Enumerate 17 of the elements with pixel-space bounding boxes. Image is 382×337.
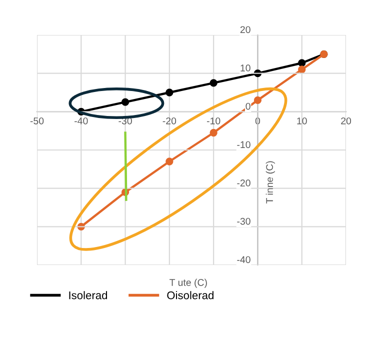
x-tick-label: -10 xyxy=(206,117,220,124)
y-tick-label: 10 xyxy=(240,64,250,72)
y-tick-label: -10 xyxy=(237,141,250,148)
legend-label: Oisolerad xyxy=(167,291,214,300)
x-tick-label: 10 xyxy=(297,117,307,124)
x-tick-label: -20 xyxy=(162,117,176,124)
x-axis-title: T ute (C) xyxy=(170,278,207,288)
y-tick-label: 0 xyxy=(246,102,250,110)
y-tick-label: -20 xyxy=(237,180,250,186)
y-tick-label: -30 xyxy=(237,218,250,225)
x-tick-label: -50 xyxy=(30,117,44,124)
x-tick-label: -40 xyxy=(74,117,88,124)
y-tick-label: 20 xyxy=(240,26,250,34)
y-tick-label: -40 xyxy=(237,256,250,264)
x-tick-label: 20 xyxy=(341,117,352,124)
legend-label: Isolerad xyxy=(69,291,108,300)
y-axis-title: T inne (C) xyxy=(266,161,275,204)
